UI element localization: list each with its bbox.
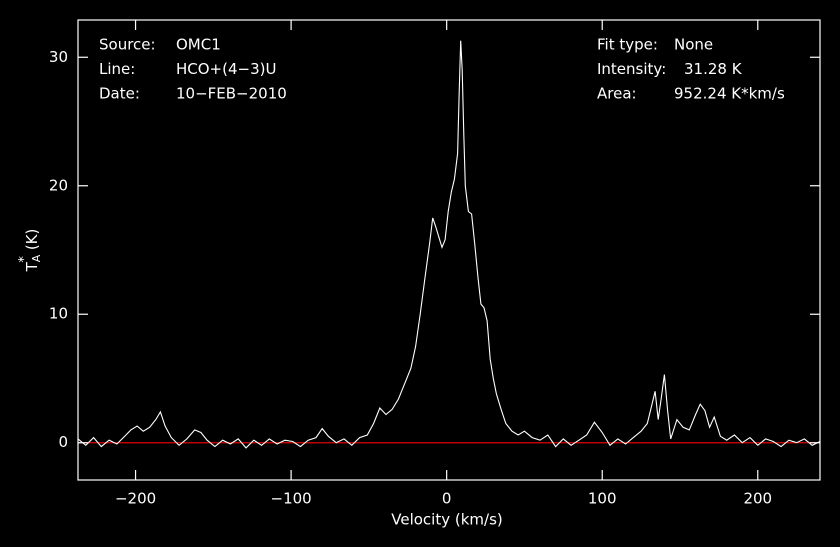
y-tick-label: 0 [58,433,68,451]
spectrum-line [77,40,821,449]
x-tick-label: −200 [115,490,156,508]
x-tick-label: 100 [588,490,617,508]
y-tick-label: 30 [49,48,68,66]
y-label-unit: (K) [23,229,41,251]
info-value: 952.24 K*km/s [674,85,785,103]
info-label: Line: [99,60,135,78]
y-tick-label: 10 [49,305,68,323]
info-label: Intensity: [597,60,666,78]
y-tick-label: 20 [49,176,68,194]
y-label-sup: * [17,256,32,263]
info-label: Area: [597,85,637,103]
y-label-symbol: T [23,261,41,272]
plot-frame [77,19,821,481]
x-tick-label: −100 [271,490,312,508]
info-label: Source: [99,36,156,54]
x-tick-label: 0 [442,490,452,508]
info-value: None [674,36,713,54]
info-label: Date: [99,85,140,103]
info-label: Fit type: [597,36,658,54]
info-value: OMC1 [176,36,221,54]
y-label-sub: A [30,254,43,262]
y-axis-label: TA* (K) [17,229,44,273]
info-value: 10−FEB−2010 [176,85,287,103]
x-axis-label: Velocity (km/s) [391,511,502,529]
info-value: HCO+(4−3)U [176,60,276,78]
x-tick-label: 200 [743,490,772,508]
info-value: 31.28 K [684,60,743,78]
